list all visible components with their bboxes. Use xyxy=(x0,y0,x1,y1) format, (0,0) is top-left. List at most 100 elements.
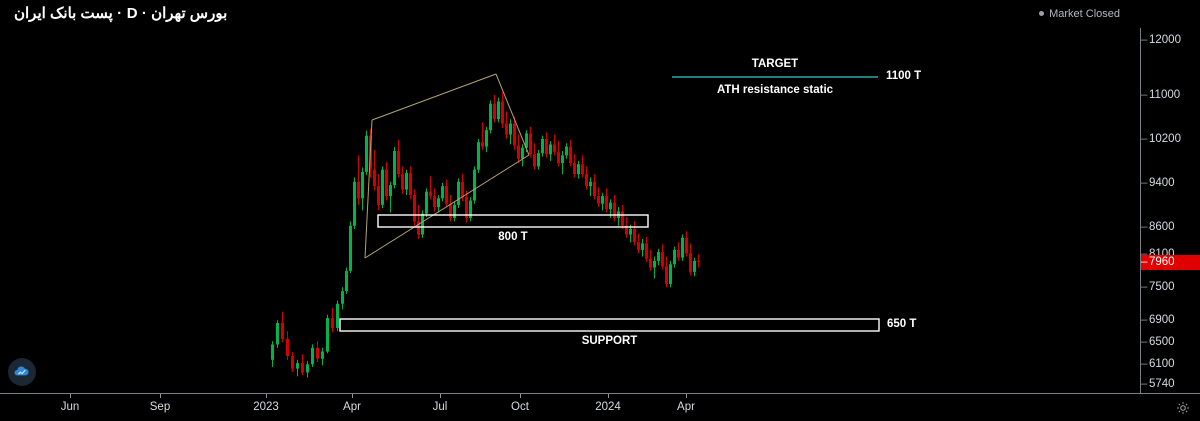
candle xyxy=(681,234,684,261)
mid-box[interactable] xyxy=(377,214,649,228)
price-tick-label: 6100 xyxy=(1149,358,1175,371)
candle xyxy=(517,134,520,164)
tick-mark-icon: – xyxy=(1141,358,1148,371)
time-axis[interactable]: Jun Sep 2023 Apr Jul Oct 2024 Apr xyxy=(0,393,1200,421)
candle xyxy=(593,174,596,200)
candle xyxy=(413,189,416,226)
candle xyxy=(673,246,676,268)
tick-mark-icon: – xyxy=(1141,378,1148,390)
candle xyxy=(613,194,616,222)
candle xyxy=(276,320,279,348)
price-tick: –7500 xyxy=(1141,280,1200,294)
candle xyxy=(321,347,324,366)
price-tick-label: 7500 xyxy=(1149,281,1175,294)
candle xyxy=(291,352,294,372)
candle xyxy=(306,360,309,378)
candle xyxy=(331,308,334,333)
candle xyxy=(397,140,400,178)
price-tick: –5740 xyxy=(1141,377,1200,391)
price-tick: –6500 xyxy=(1141,335,1200,349)
channel-right-edge xyxy=(495,73,530,156)
candle xyxy=(349,221,352,273)
candle xyxy=(561,151,564,175)
support-box[interactable] xyxy=(339,318,880,332)
candle xyxy=(521,144,524,167)
candle xyxy=(509,119,512,145)
channel-lower-line[interactable] xyxy=(364,154,530,259)
candle xyxy=(377,174,380,211)
price-tick-label: 10200 xyxy=(1149,132,1181,145)
tick-mark-icon: – xyxy=(1141,314,1148,327)
channel-upper-line[interactable] xyxy=(371,73,497,121)
time-tick-label: Jul xyxy=(432,401,448,413)
chart-plot-area[interactable] xyxy=(0,28,1140,393)
tick-mark-icon: – xyxy=(1141,281,1148,294)
candle xyxy=(581,155,584,178)
candle xyxy=(429,176,432,200)
candle xyxy=(605,188,608,213)
tick-mark-icon: – xyxy=(1141,132,1148,145)
candle xyxy=(633,221,636,246)
candle xyxy=(601,192,604,211)
candle xyxy=(533,143,536,170)
candle xyxy=(409,166,412,200)
time-tick-label: 2023 xyxy=(253,401,279,413)
candle xyxy=(585,166,588,190)
candle xyxy=(373,149,376,191)
badge-tick-icon: – xyxy=(1141,256,1148,268)
candle xyxy=(437,194,440,213)
candle xyxy=(393,147,396,189)
price-tick-label: 5740 xyxy=(1149,378,1175,390)
chart-header: بورس تهران · D · پست بانک ایران Market C… xyxy=(0,0,1200,28)
candle xyxy=(649,249,652,271)
price-tick: –8600 xyxy=(1141,220,1200,234)
candle xyxy=(677,242,680,261)
candle xyxy=(597,187,600,208)
candle xyxy=(445,179,448,208)
time-tick-mark xyxy=(160,394,161,398)
candle xyxy=(565,143,568,159)
candle xyxy=(381,166,384,209)
candles-layer xyxy=(271,92,700,378)
price-tick-label: 6500 xyxy=(1149,336,1175,349)
price-tick: –12000 xyxy=(1141,33,1200,47)
candle xyxy=(497,97,500,123)
candle xyxy=(345,267,348,294)
gear-icon[interactable] xyxy=(1175,400,1191,416)
time-tick-mark xyxy=(70,394,71,398)
candle xyxy=(685,231,688,257)
target-label: TARGET xyxy=(751,58,799,70)
candle xyxy=(296,359,299,377)
candle xyxy=(481,122,484,150)
candle xyxy=(689,243,692,276)
candle xyxy=(457,178,460,209)
candle xyxy=(441,182,444,202)
candle xyxy=(537,149,540,170)
candle xyxy=(665,256,668,288)
time-tick-mark xyxy=(266,394,267,398)
candle xyxy=(361,167,364,211)
price-tick: –9400 xyxy=(1141,176,1200,190)
candle xyxy=(489,100,492,134)
time-tick-mark xyxy=(440,394,441,398)
candle xyxy=(697,254,700,268)
candle xyxy=(385,161,388,201)
time-tick-mark xyxy=(608,394,609,398)
candle xyxy=(641,238,644,257)
price-tick: –10200 xyxy=(1141,132,1200,146)
time-tick-label: Apr xyxy=(343,401,361,413)
candle xyxy=(577,160,580,179)
candle xyxy=(657,248,660,266)
candle xyxy=(301,354,304,376)
time-tick-label: Jun xyxy=(60,401,80,413)
symbol-title[interactable]: بورس تهران · D · پست بانک ایران xyxy=(14,5,228,22)
candle xyxy=(589,177,592,197)
price-tick-label: 12000 xyxy=(1149,34,1181,46)
target-price-label: 1100 T xyxy=(886,70,922,82)
price-axis[interactable]: –12000–11000–10200–9400–8600–8100–7500–6… xyxy=(1140,28,1200,393)
candle xyxy=(433,188,436,212)
candle xyxy=(477,138,480,173)
price-tick-label: 11000 xyxy=(1149,88,1181,101)
candle xyxy=(357,155,360,205)
